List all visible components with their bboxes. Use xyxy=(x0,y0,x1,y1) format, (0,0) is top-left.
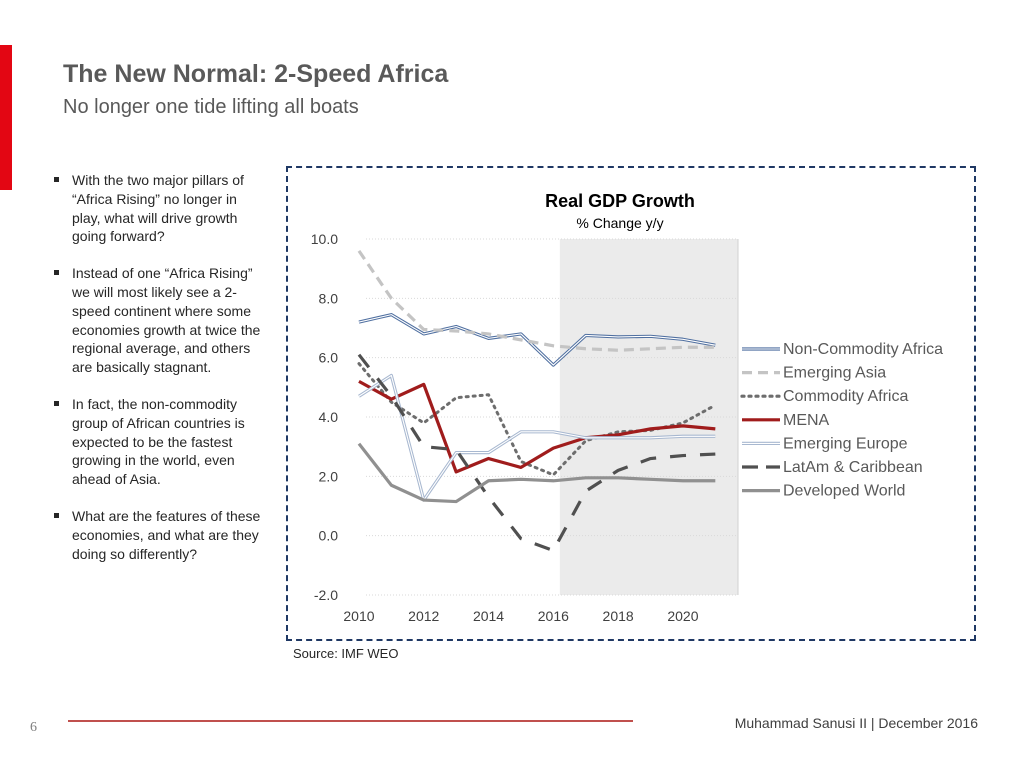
series-line xyxy=(358,379,716,474)
data-point xyxy=(455,448,457,450)
series-latam-caribbean xyxy=(357,353,716,553)
legend-label: Emerging Asia xyxy=(783,365,886,382)
accent-bar xyxy=(0,45,12,190)
series-line-inner xyxy=(358,374,716,501)
x-tick-label: 2010 xyxy=(343,608,374,624)
y-tick-label: 2.0 xyxy=(319,468,339,484)
page-number: 6 xyxy=(30,720,37,735)
bullet-item: In fact, the non-commodity group of Afri… xyxy=(53,395,268,489)
series-line xyxy=(357,249,716,352)
legend-item: MENA xyxy=(742,412,830,429)
y-tick-label: 4.0 xyxy=(319,409,339,425)
series-emerging-asia xyxy=(357,249,716,352)
series-line xyxy=(357,353,716,553)
x-tick-label: 2012 xyxy=(408,608,439,624)
legend-item: Emerging Europe xyxy=(742,435,908,452)
bullet-list: With the two major pillars of “Africa Ri… xyxy=(53,171,268,581)
bullet-item: What are the features of these economies… xyxy=(53,507,268,563)
footer-credit: Muhammad Sanusi II | December 2016 xyxy=(734,715,978,731)
series-developed-world xyxy=(357,442,716,504)
chart-subtitle: % Change y/y xyxy=(576,215,663,231)
data-point xyxy=(423,445,425,447)
axis-layer: -2.0 0.0 2.0 4.0 6.0 8.0 10.0 2010 2012 2014 2016 2… xyxy=(311,231,739,624)
series-commodity-africa xyxy=(357,362,717,477)
x-tick-label: 2020 xyxy=(667,608,698,624)
legend-item: Developed World xyxy=(742,483,905,500)
bullet-marker xyxy=(54,400,59,406)
legend-label: Emerging Europe xyxy=(783,435,908,452)
x-tick-label: 2018 xyxy=(603,608,634,624)
legend-item: LatAm & Caribbean xyxy=(742,459,923,476)
legend-label: MENA xyxy=(783,412,830,429)
legend-item: Non-Commodity Africa xyxy=(742,341,943,358)
page-subtitle: No longer one tide lifting all boats xyxy=(63,96,359,118)
y-tick-label: -2.0 xyxy=(314,587,338,603)
x-tick-label: 2016 xyxy=(538,608,569,624)
chart-title: Real GDP Growth xyxy=(545,191,695,211)
series-non-commodity-africa xyxy=(358,313,716,367)
x-tick-label: 2014 xyxy=(473,608,504,624)
legend-label: Commodity Africa xyxy=(783,388,908,405)
bullet-text: Instead of one “Africa Rising” we will m… xyxy=(72,265,261,376)
legend-label: Non-Commodity Africa xyxy=(783,341,943,358)
data-point xyxy=(487,496,489,498)
legend-item: Emerging Asia xyxy=(742,365,886,382)
y-tick-label: 6.0 xyxy=(319,350,339,366)
series-layer xyxy=(357,249,717,553)
y-tick-label: 0.0 xyxy=(319,528,339,544)
source-note: Source: IMF WEO xyxy=(293,646,399,661)
bullet-text: In fact, the non-commodity group of Afri… xyxy=(72,395,245,488)
bullet-item: With the two major pillars of “Africa Ri… xyxy=(53,171,268,246)
y-tick-label: 8.0 xyxy=(319,290,339,306)
bullet-marker xyxy=(54,177,59,182)
bullet-text: What are the features of these economies… xyxy=(72,507,261,562)
series-mena xyxy=(358,379,716,474)
grid-layer xyxy=(366,238,738,596)
bullet-marker xyxy=(54,270,59,276)
y-tick-label: 10.0 xyxy=(311,231,338,247)
series-emerging-europe xyxy=(358,373,716,502)
legend-label: Developed World xyxy=(783,483,905,500)
legend-item: Commodity Africa xyxy=(740,388,908,405)
series-line-inner xyxy=(358,314,716,366)
page-title: The New Normal: 2-Speed Africa xyxy=(63,60,449,88)
chart-frame: -2.0 0.0 2.0 4.0 6.0 8.0 10.0 2010 2012 2014 2016 2… xyxy=(286,166,976,641)
bullet-marker xyxy=(54,512,59,518)
bullet-text: With the two major pillars of “Africa Ri… xyxy=(72,172,244,245)
legend-label: LatAm & Caribbean xyxy=(783,459,923,476)
bullet-item: Instead of one “Africa Rising” we will m… xyxy=(53,264,268,377)
series-line xyxy=(357,442,716,504)
footer-divider xyxy=(68,720,633,722)
gdp-growth-chart: -2.0 0.0 2.0 4.0 6.0 8.0 10.0 2010 2012 2014 2016 2… xyxy=(311,191,943,624)
legend: Non-Commodity Africa Emerging Asia Commodi… xyxy=(740,341,943,500)
data-point xyxy=(552,549,554,551)
series-line xyxy=(357,362,717,477)
